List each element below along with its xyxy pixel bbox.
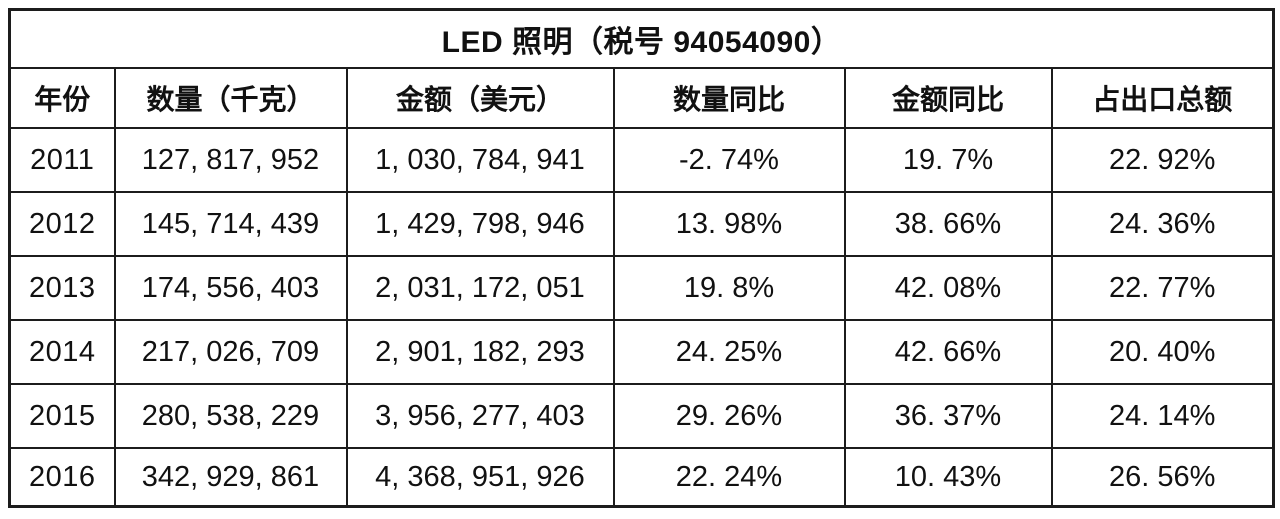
column-header-quantity-kg: 数量（千克） (113, 67, 348, 129)
table-row-2012: 2012 145, 714, 439 1, 429, 798, 946 13. … (8, 191, 1275, 257)
cell-amount-yoy: 36. 37% (843, 383, 1053, 449)
column-header-year: 年份 (8, 67, 116, 129)
cell-year: 2012 (8, 191, 116, 257)
cell-export-share: 20. 40% (1050, 319, 1275, 385)
cell-amount-yoy: 42. 66% (843, 319, 1053, 385)
cell-amount-yoy: 10. 43% (843, 447, 1053, 508)
table-title: LED 照明（税号 94054090） (8, 8, 1275, 69)
cell-quantity-yoy: 13. 98% (612, 191, 846, 257)
cell-quantity: 280, 538, 229 (113, 383, 348, 449)
cell-export-share: 22. 92% (1050, 127, 1275, 193)
table-row-2014: 2014 217, 026, 709 2, 901, 182, 293 24. … (8, 319, 1275, 385)
title-row: LED 照明（税号 94054090） (8, 8, 1275, 69)
cell-quantity-yoy: 24. 25% (612, 319, 846, 385)
cell-export-share: 24. 36% (1050, 191, 1275, 257)
cell-export-share: 24. 14% (1050, 383, 1275, 449)
cell-export-share: 22. 77% (1050, 255, 1275, 321)
cell-year: 2011 (8, 127, 116, 193)
cell-amount: 2, 031, 172, 051 (345, 255, 615, 321)
table-row-2015: 2015 280, 538, 229 3, 956, 277, 403 29. … (8, 383, 1275, 449)
cell-export-share: 26. 56% (1050, 447, 1275, 508)
cell-year: 2013 (8, 255, 116, 321)
cell-year: 2015 (8, 383, 116, 449)
column-header-amount-yoy: 金额同比 (843, 67, 1053, 129)
cell-quantity: 342, 929, 861 (113, 447, 348, 508)
table-row-2016: 2016 342, 929, 861 4, 368, 951, 926 22. … (8, 447, 1275, 508)
cell-quantity: 174, 556, 403 (113, 255, 348, 321)
cell-quantity: 145, 714, 439 (113, 191, 348, 257)
cell-year: 2016 (8, 447, 116, 508)
cell-amount: 1, 030, 784, 941 (345, 127, 615, 193)
cell-quantity-yoy: -2. 74% (612, 127, 846, 193)
led-export-table: LED 照明（税号 94054090） 年份 数量（千克） 金额（美元） 数量同… (8, 8, 1275, 508)
cell-quantity-yoy: 19. 8% (612, 255, 846, 321)
table-row-2011: 2011 127, 817, 952 1, 030, 784, 941 -2. … (8, 127, 1275, 193)
table-row-2013: 2013 174, 556, 403 2, 031, 172, 051 19. … (8, 255, 1275, 321)
cell-amount: 1, 429, 798, 946 (345, 191, 615, 257)
cell-quantity: 127, 817, 952 (113, 127, 348, 193)
cell-amount-yoy: 38. 66% (843, 191, 1053, 257)
cell-year: 2014 (8, 319, 116, 385)
cell-amount-yoy: 19. 7% (843, 127, 1053, 193)
column-header-export-share: 占出口总额 (1050, 67, 1275, 129)
cell-quantity: 217, 026, 709 (113, 319, 348, 385)
column-header-amount-usd: 金额（美元） (345, 67, 615, 129)
cell-amount: 3, 956, 277, 403 (345, 383, 615, 449)
cell-amount: 4, 368, 951, 926 (345, 447, 615, 508)
cell-quantity-yoy: 29. 26% (612, 383, 846, 449)
cell-quantity-yoy: 22. 24% (612, 447, 846, 508)
column-header-quantity-yoy: 数量同比 (612, 67, 846, 129)
cell-amount-yoy: 42. 08% (843, 255, 1053, 321)
header-row: 年份 数量（千克） 金额（美元） 数量同比 金额同比 占出口总额 (8, 67, 1275, 129)
cell-amount: 2, 901, 182, 293 (345, 319, 615, 385)
